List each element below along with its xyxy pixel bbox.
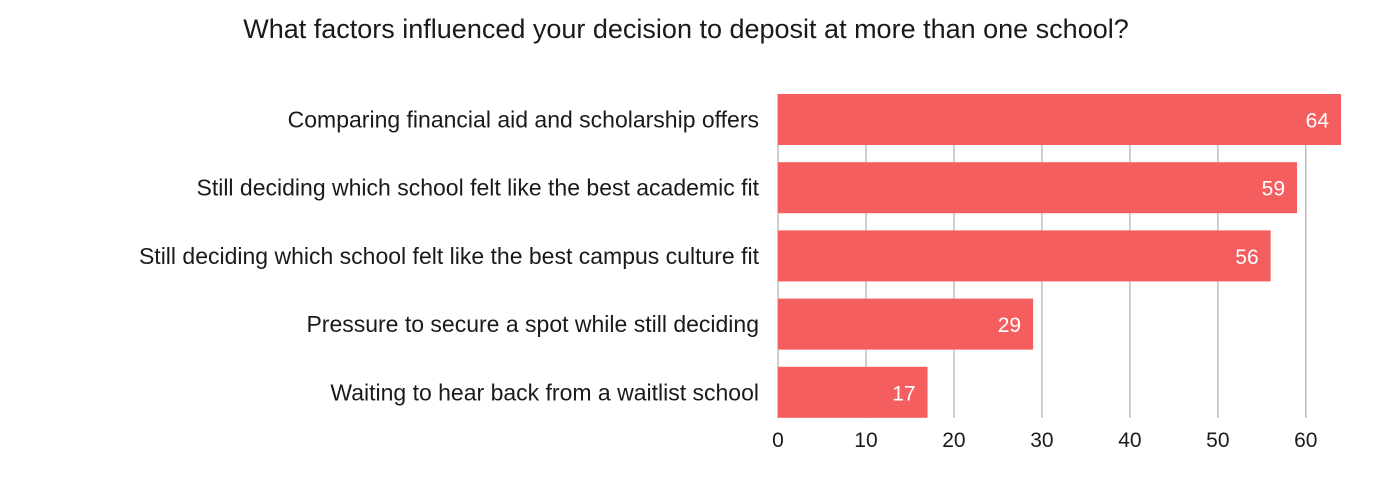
bar	[778, 298, 1034, 350]
bar	[778, 162, 1298, 214]
x-tick-label: 60	[1294, 429, 1317, 452]
bar-value-label: 59	[1262, 178, 1285, 201]
x-tick-label: 20	[942, 429, 965, 452]
x-tick-label: 0	[772, 429, 784, 452]
x-axis-tick-labels: 0 10 20 30 40 50 60	[772, 429, 1317, 452]
bar-value-label: 29	[998, 314, 1021, 337]
bar	[778, 94, 1341, 145]
category-label: Pressure to secure a spot while still de…	[306, 311, 759, 337]
chart-title: What factors influenced your decision to…	[243, 14, 1129, 44]
bar-value-label: 56	[1235, 246, 1258, 269]
bar-value-label: 17	[892, 382, 915, 405]
category-label: Still deciding which school felt like th…	[196, 175, 759, 201]
x-tick-label: 50	[1206, 429, 1229, 452]
x-tick-label: 40	[1118, 429, 1141, 452]
x-tick-label: 10	[854, 429, 877, 452]
category-labels: Comparing financial aid and scholarship …	[139, 107, 760, 406]
category-label: Waiting to hear back from a waitlist sch…	[330, 379, 759, 405]
x-tick-label: 30	[1030, 429, 1053, 452]
category-label: Still deciding which school felt like th…	[139, 243, 760, 269]
bar-value-label: 64	[1306, 110, 1330, 133]
bar	[778, 230, 1271, 282]
bar	[778, 366, 928, 418]
bars: 64 59 56 29 17	[778, 94, 1341, 418]
category-label: Comparing financial aid and scholarship …	[288, 107, 759, 133]
